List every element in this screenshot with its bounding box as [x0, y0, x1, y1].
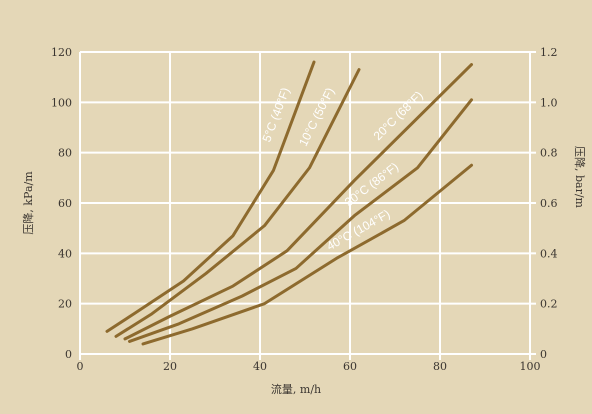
series-line — [105, 60, 316, 333]
y-tick-label-right: 1.0 — [540, 96, 558, 109]
x-tick-label: 80 — [433, 360, 447, 373]
y-axis-right-title: 压降, bar/m — [573, 146, 587, 209]
x-axis-ticks: 0 20 40 60 80 100 — [77, 354, 541, 373]
x-axis-title: 流量, m/h — [271, 382, 321, 396]
y-tick-label-right: 1.2 — [540, 46, 558, 59]
series-line — [128, 98, 473, 343]
y-tick-label-left: 120 — [51, 46, 72, 59]
y-tick-label-left: 100 — [51, 96, 72, 109]
y-tick-label-left: 0 — [65, 348, 72, 361]
x-tick-label: 40 — [253, 360, 267, 373]
x-tick-label: 20 — [163, 360, 177, 373]
y-tick-label-left: 40 — [58, 247, 72, 260]
y-tick-label-left: 20 — [58, 298, 72, 311]
y-axis-left-title: 压降, kPa/m — [21, 171, 35, 235]
y-tick-label-right: 0.4 — [540, 247, 558, 260]
y-axis-right-ticks: 0 0.2 0.4 0.6 0.8 1.0 1.2 — [530, 46, 558, 361]
series-line — [114, 68, 361, 338]
y-tick-label-right: 0 — [540, 348, 547, 361]
y-tick-label-right: 0.2 — [540, 298, 558, 311]
y-tick-label-left: 60 — [58, 197, 72, 210]
x-tick-label: 60 — [343, 360, 357, 373]
series-line — [141, 163, 473, 346]
data-series — [105, 60, 473, 346]
y-tick-label-right: 0.8 — [540, 147, 558, 160]
y-tick-label-left: 80 — [58, 147, 72, 160]
x-tick-label: 100 — [520, 360, 541, 373]
x-tick-label: 0 — [77, 360, 84, 373]
y-axis-left-ticks: 0 20 40 60 80 100 120 — [51, 46, 72, 361]
series-line — [123, 63, 473, 341]
y-tick-label-right: 0.6 — [540, 197, 558, 210]
